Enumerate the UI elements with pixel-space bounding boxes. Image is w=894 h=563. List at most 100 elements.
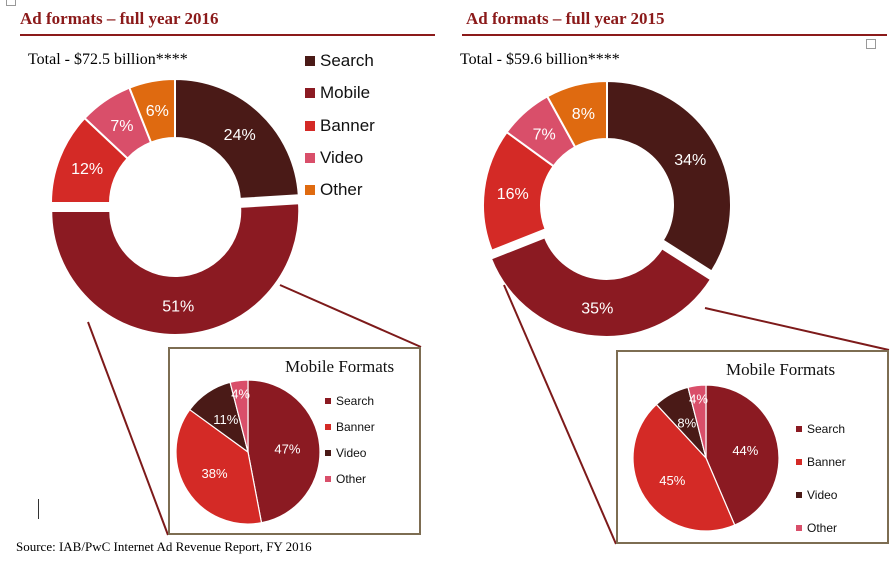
slice-label-other: 6% — [146, 103, 169, 120]
legend-item-search: Search — [305, 45, 375, 77]
pie-label-other: 4% — [231, 386, 250, 401]
donut-slice-other: 8% — [545, 79, 608, 149]
legend-label: Banner — [807, 454, 846, 469]
donut-chart-2016: 24% 51% 12% 7% 6% — [49, 77, 422, 536]
connector-line-left — [503, 284, 617, 545]
slice-shape-other — [128, 77, 176, 144]
inset-pie-chart: 44% 45% 8% 4% — [632, 384, 780, 532]
legend-swatch-search — [305, 56, 315, 67]
inset-legend-item-search: Search — [325, 388, 375, 414]
legend-swatch-banner — [325, 424, 331, 430]
total-label: Total - $59.6 billion**** — [460, 51, 620, 68]
slice-label-search: 34% — [674, 152, 706, 169]
donut-slice-mobile: 51% — [50, 202, 301, 336]
inset-legend-item-banner: Banner — [796, 445, 846, 478]
pie-slice-other — [687, 384, 707, 459]
legend-label: Banner — [320, 115, 375, 135]
pie-label-video: 11% — [213, 412, 238, 427]
connector-line-right — [279, 284, 422, 348]
mobile-formats-inset: Mobile Formats 47% 38% 11% 4% Search Banner… — [168, 347, 421, 535]
slice-shape-other — [545, 79, 608, 149]
pie-label-banner: 45% — [659, 473, 685, 488]
legend-label: Search — [336, 394, 375, 408]
slice-shape-mobile — [50, 202, 301, 336]
slice-label-mobile: 35% — [581, 301, 613, 318]
legend-swatch-other — [325, 476, 331, 482]
legend-label: Video — [807, 487, 838, 502]
slice-label-search: 24% — [224, 127, 256, 144]
title-divider — [462, 34, 887, 36]
pie-label-video: 8% — [677, 416, 696, 431]
pie-label-search: 44% — [732, 443, 758, 458]
chart-title: Ad formats – full year 2016 — [20, 9, 219, 28]
inset-pie-chart: 47% 38% 11% 4% — [175, 379, 321, 525]
source-note: Source: IAB/PwC Internet Ad Revenue Repo… — [16, 539, 312, 554]
inset-legend-item-other: Other — [796, 511, 846, 544]
legend-label: Other — [807, 520, 838, 535]
inset-legend: Search Banner Video Other — [796, 412, 846, 544]
legend-swatch-search — [325, 398, 331, 404]
pie-label-other: 4% — [689, 392, 708, 407]
slice-label-video: 7% — [533, 127, 556, 144]
connector-line-left — [87, 321, 169, 536]
chart-panel-2016: Ad formats – full year 2016 24% 51% 12% 7% 6… — [0, 0, 440, 563]
slice-shape-search — [174, 77, 300, 200]
legend-swatch-banner — [305, 120, 315, 131]
corner-checkbox-left — [6, 0, 16, 6]
connector-line-right — [704, 307, 890, 351]
donut-slice-mobile: 35% — [489, 235, 713, 338]
legend-swatch-video — [325, 450, 331, 456]
inset-legend-item-video: Video — [325, 440, 375, 466]
legend-label: Banner — [336, 420, 375, 434]
donut-slice-search: 24% — [174, 77, 300, 200]
donut-slice-search: 34% — [606, 79, 732, 273]
chart-panel-2015: Ad formats – full year 2015 34% 35% 16% 7% 8… — [452, 0, 894, 563]
legend-swatch-search — [796, 425, 802, 432]
pie-slice-banner — [632, 403, 736, 532]
legend-swatch-video — [305, 153, 315, 164]
slice-shape-search — [606, 79, 732, 273]
pie-slice-search — [247, 379, 321, 524]
donut-slice-other: 6% — [128, 77, 176, 144]
legend-item-banner: Banner — [305, 110, 375, 142]
legend-label: Other — [336, 472, 367, 486]
slice-label-mobile: 51% — [162, 298, 194, 315]
inset-legend-item-search: Search — [796, 412, 846, 445]
slice-label-banner: 16% — [497, 186, 529, 203]
legend-item-video: Video — [305, 142, 375, 174]
legend-label: Other — [320, 180, 363, 200]
legend-label: Search — [807, 421, 846, 436]
pie-label-search: 47% — [274, 441, 300, 456]
pie-slice-banner — [175, 408, 263, 525]
legend-item-other: Other — [305, 174, 375, 206]
inset-legend: Search Banner Video Other — [325, 388, 375, 492]
chart-title: Ad formats – full year 2015 — [466, 9, 665, 28]
legend-swatch-mobile — [305, 88, 315, 99]
text-cursor — [38, 499, 39, 519]
legend-swatch-other — [796, 524, 802, 531]
inset-title: Mobile Formats — [285, 357, 395, 376]
legend-label: Video — [336, 446, 367, 460]
inset-legend-item-other: Other — [325, 466, 375, 492]
total-label: Total - $72.5 billion**** — [28, 51, 188, 68]
pie-label-banner: 38% — [202, 466, 228, 481]
slice-label-video: 7% — [110, 118, 133, 135]
inset-legend-item-banner: Banner — [325, 414, 375, 440]
legend-swatch-banner — [796, 458, 802, 465]
legend-swatch-video — [796, 491, 802, 498]
inset-title: Mobile Formats — [726, 360, 836, 379]
slice-shape-mobile — [489, 235, 713, 338]
pie-slice-search — [705, 384, 780, 526]
legend-label: Search — [320, 51, 374, 71]
pie-slice-other — [229, 379, 249, 453]
title-divider — [20, 34, 435, 36]
donut-slice-banner: 16% — [482, 130, 556, 252]
legend-swatch-other — [305, 185, 315, 196]
slice-label-banner: 12% — [71, 161, 103, 178]
inset-legend-item-video: Video — [796, 478, 846, 511]
donut-chart-2015: 34% 35% 16% 7% 8% — [482, 79, 890, 545]
corner-checkbox-right — [866, 39, 876, 49]
mobile-formats-inset: Mobile Formats 44% 45% 8% 4% Search Banner … — [616, 350, 889, 544]
legend-label: Mobile — [320, 83, 371, 103]
legend: Search Mobile Banner Video Other — [305, 45, 375, 206]
